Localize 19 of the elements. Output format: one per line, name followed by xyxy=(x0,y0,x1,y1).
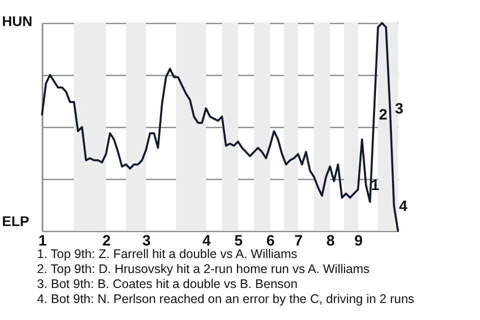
x-tick-label: 7 xyxy=(294,232,303,250)
text: 4 xyxy=(399,198,408,216)
text: HUN xyxy=(2,13,32,29)
text: ELP xyxy=(2,213,30,229)
text: 1 xyxy=(371,177,380,194)
text: 4. Bot 9th: N. Perlson reached on an error by the C, driving in 2 runs xyxy=(37,292,414,307)
text: 2. Top 9th: D. Hrusovsky hit a 2-run home run vs A. Williams xyxy=(37,262,371,277)
x-tick-label: 1 xyxy=(38,232,47,250)
x-tick-label: 9 xyxy=(354,232,363,250)
x-tick-label: 5 xyxy=(234,232,243,250)
x-tick-label: 6 xyxy=(266,232,275,250)
x-tick-label: 8 xyxy=(326,232,335,250)
text: 3 xyxy=(395,100,404,118)
text: 2 xyxy=(379,106,388,124)
x-tick-label: 3 xyxy=(142,232,151,250)
text: 3. Bot 9th: B. Coates hit a double vs B. Benson xyxy=(37,277,299,292)
x-tick-label: 2 xyxy=(102,232,111,250)
x-tick-label: 4 xyxy=(202,232,212,250)
text: 1. Top 9th: Z. Farrell hit a double vs A. Williams xyxy=(37,247,298,261)
